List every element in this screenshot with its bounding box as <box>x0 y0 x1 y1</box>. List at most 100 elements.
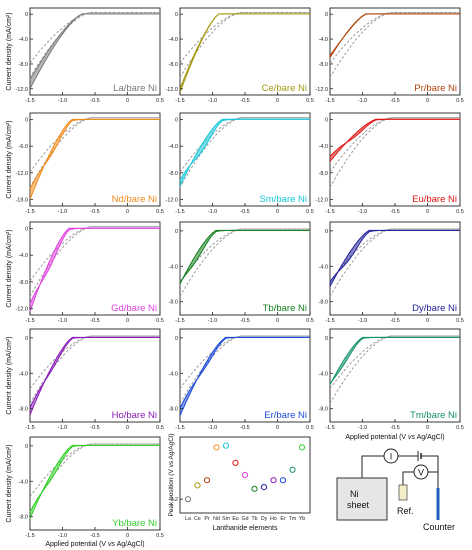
scatter-y-axis-label: Peak position (V vs Ag/AgCl) <box>168 433 175 516</box>
y-tick-label: -8.0 <box>169 171 178 177</box>
y-tick-label: 0 <box>325 229 328 235</box>
y-tick-label: 0 <box>325 336 328 342</box>
scatter-category-label: Dy <box>261 516 268 522</box>
scatter-frame <box>179 436 311 514</box>
x-tick-label: 0.5 <box>456 209 464 215</box>
cv-backward-scan <box>329 229 460 283</box>
x-tick-label: -0.5 <box>390 209 399 215</box>
x-tick-label: 0.5 <box>156 209 164 215</box>
cv-backward-scan <box>179 13 310 89</box>
x-tick-label: -0.5 <box>90 533 99 539</box>
y-axis-label: Current density (mA/cm²) <box>6 12 13 90</box>
x-tick-label: -1.0 <box>208 425 217 431</box>
bare-ni-reference-backward <box>29 226 160 282</box>
bare-ni-reference-backward <box>329 228 460 282</box>
scatter-point <box>222 442 230 449</box>
x-tick-label: 0.5 <box>156 533 164 539</box>
x-tick-label: -0.5 <box>90 98 99 104</box>
y-axis-label: Current density (mA/cm²) <box>6 444 13 522</box>
cv-backward-scan <box>179 118 310 181</box>
cv-backward-scan <box>29 336 160 408</box>
cv-panel: 0 -4.0 -8.0 -12.0 -1.5 -1.0 -0.5 0 0.5 Gd/bare Ni <box>15 221 164 324</box>
y-tick-label: -4.0 <box>319 37 328 43</box>
y-tick-label: 0 <box>175 12 178 18</box>
y-tick-label: -8.0 <box>319 300 328 306</box>
scatter-point <box>289 466 296 473</box>
reference-electrode-label: Ref. <box>397 506 414 516</box>
x-tick-label: -1.0 <box>58 209 67 215</box>
cv-backward-scan <box>29 118 160 190</box>
scatter-point <box>279 477 287 484</box>
x-axis-label: Applied potential (V vs Ag/AgCl) <box>45 541 144 548</box>
y-tick-label: -8.0 <box>19 407 28 413</box>
scatter-point <box>298 444 306 451</box>
scatter-point <box>270 477 277 484</box>
counter-electrode-label: Counter <box>423 522 455 532</box>
bare-ni-reference-backward <box>329 335 460 389</box>
y-tick-label: -4.0 <box>319 144 328 150</box>
scatter-category-label: Gd <box>242 516 249 522</box>
wire-current-left <box>361 455 384 478</box>
cv-backward-scan <box>179 229 310 283</box>
cv-panel: 0 -6.0 -12.0 -18.0 -1.5 -1.0 -0.5 0 0.5 Nd/bare N… <box>15 112 164 215</box>
cv-loop-fill <box>30 13 160 89</box>
cv-panel: 0 -4.0 -8.0 -1.5 -1.0 -0.5 0 0.5 Er/bare Ni <box>169 328 314 431</box>
x-tick-label: -0.5 <box>240 425 249 431</box>
current-meter-label: I <box>390 452 393 462</box>
x-tick-label: -0.5 <box>240 98 249 104</box>
x-tick-label: 0.5 <box>456 425 464 431</box>
cv-panel: 0 -4.0 -8.0 -12.0 -1.5 -1.0 -0.5 0 0.5 Ce/bare Ni <box>165 7 314 104</box>
x-tick-label: 0.5 <box>306 318 314 324</box>
panel-label: Nd/bare Ni <box>112 194 157 205</box>
panel-label: Yb/bare Ni <box>112 518 157 529</box>
x-tick-label: -1.5 <box>25 425 34 431</box>
y-tick-label: -12.0 <box>315 87 328 93</box>
y-axis-label: Current density (mA/cm²) <box>6 120 13 198</box>
y-tick-label: -12.0 <box>165 197 178 203</box>
scatter-category-label: Tb <box>251 516 257 522</box>
cell-schematic: Ni sheet Ref. Counter I V <box>336 448 455 532</box>
y-tick-label: -4.0 <box>19 253 28 259</box>
cv-backward-scan <box>29 227 160 304</box>
bare-ni-reference-forward <box>329 12 460 78</box>
bare-ni-reference-backward <box>329 117 460 173</box>
x-tick-label: 0 <box>276 318 279 324</box>
x-tick-label: 0.5 <box>156 318 164 324</box>
panel-label: Ce/bare Ni <box>262 83 307 94</box>
y-tick-label: 0 <box>175 118 178 124</box>
scatter-category-label: Sm <box>222 516 230 522</box>
x-tick-label: -1.0 <box>58 98 67 104</box>
y-tick-label: 0 <box>25 444 28 450</box>
bare-ni-reference-forward <box>179 12 310 78</box>
y-axis-label: Current density (mA/cm²) <box>6 336 13 414</box>
x-tick-label: -1.5 <box>25 533 34 539</box>
cv-panel: 0 -4.0 -8.0 -1.5 -1.0 -0.5 0 0.5 Tm/bare Ni <box>319 328 464 431</box>
y-tick-label: -8.0 <box>319 171 328 177</box>
cv-panel: 0 -4.0 -8.0 -12.0 -1.5 -1.0 -0.5 0 0.5 La/bare Ni <box>15 7 164 104</box>
scatter-y-tick-label: -1.2 <box>169 497 178 503</box>
bare-ni-reference-backward <box>29 335 160 389</box>
x-tick-label: -1.0 <box>358 318 367 324</box>
x-tick-label: -1.5 <box>175 425 184 431</box>
bare-ni-reference-backward <box>29 12 160 64</box>
panel-label: La/bare Ni <box>113 83 157 94</box>
scatter-point <box>241 471 249 479</box>
scatter-point <box>260 483 268 491</box>
x-tick-label: -1.0 <box>358 209 367 215</box>
y-tick-label: -4.0 <box>19 37 28 43</box>
y-tick-label: -8.0 <box>169 407 178 413</box>
bare-ni-reference-backward <box>29 117 160 173</box>
x-tick-label: 0 <box>426 209 429 215</box>
scatter-category-label: La <box>185 516 191 522</box>
y-tick-label: -4.0 <box>19 479 28 485</box>
x-tick-label: -1.5 <box>325 425 334 431</box>
column-x-labels: Applied potential (V vs Ag/AgCl) Applied … <box>45 434 444 548</box>
scatter-point <box>194 482 201 489</box>
cv-backward-scan <box>329 336 460 385</box>
cv-backward-scan <box>29 13 160 80</box>
y-tick-label: 0 <box>25 118 28 124</box>
y-tick-label: 0 <box>25 336 28 342</box>
x-tick-label: 0 <box>126 533 129 539</box>
scatter-category-label: Yb <box>299 516 305 522</box>
